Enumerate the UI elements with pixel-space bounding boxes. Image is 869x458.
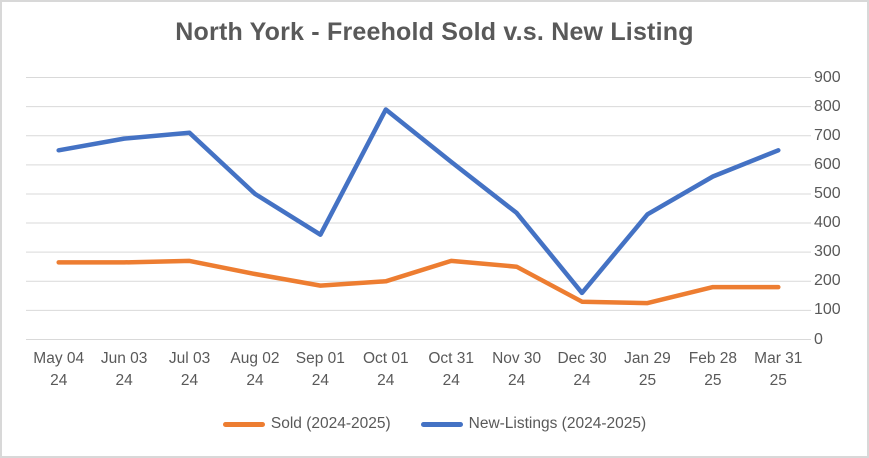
x-tick-line1: Dec 30 [557, 350, 607, 367]
y-axis-tick-label: 800 [814, 97, 841, 115]
x-tick-line2: 24 [50, 372, 68, 389]
legend-item: Sold (2024-2025) [222, 415, 391, 433]
x-tick-line2: 24 [508, 372, 526, 389]
x-tick-line1: Jan 29 [624, 350, 671, 367]
x-tick-line1: Jul 03 [168, 350, 211, 367]
x-axis-tick-label: Aug 02 24 [213, 348, 297, 392]
x-tick-line2: 24 [115, 372, 133, 389]
x-axis-tick-label: Feb 28 25 [671, 348, 755, 392]
y-axis-tick-label: 700 [814, 126, 841, 144]
x-tick-line1: Sep 01 [295, 350, 345, 367]
x-axis-tick-label: Jul 03 24 [148, 348, 232, 392]
x-axis-tick-label: May 04 24 [17, 348, 101, 392]
x-tick-line1: Aug 02 [230, 350, 280, 367]
x-tick-line1: Jun 03 [100, 350, 148, 367]
series-line-sold-2024-2025- [56, 258, 781, 306]
legend-item: New-Listings (2024-2025) [420, 415, 647, 433]
chart-title: North York - Freehold Sold v.s. New List… [175, 18, 694, 46]
x-tick-line1: Oct 01 [362, 350, 409, 367]
x-axis-tick-label: Mar 31 25 [736, 348, 820, 392]
legend-label: New-Listings (2024-2025) [468, 415, 647, 432]
x-tick-line2: 24 [442, 372, 460, 389]
x-axis-tick-label: Jun 03 24 [82, 348, 166, 392]
y-axis-tick-label: 200 [814, 272, 841, 290]
legend-line-swatch [420, 421, 463, 427]
legend: Sold (2024-2025) New-Listings (2024-2025) [2, 415, 867, 433]
y-axis-tick-label: 400 [814, 214, 841, 232]
y-axis-tick-label: 600 [814, 155, 841, 173]
x-tick-line2: 24 [180, 372, 199, 389]
x-tick-line2: 24 [377, 372, 395, 389]
y-axis-tick-label: 500 [814, 184, 841, 202]
y-axis-tick-label: 300 [814, 243, 841, 261]
x-tick-line1: Feb 28 [688, 350, 737, 367]
x-tick-line2: 24 [311, 372, 329, 389]
x-axis-tick-label: Oct 01 24 [344, 348, 428, 392]
y-axis-tick-label: 100 [814, 301, 841, 319]
x-tick-line2: 25 [638, 372, 657, 389]
y-axis-tick-label: 0 [814, 330, 823, 348]
x-tick-line2: 24 [573, 372, 591, 389]
x-axis-tick-label: Oct 31 24 [409, 348, 493, 392]
x-tick-line2: 25 [769, 372, 787, 389]
x-axis-tick-label: Jan 29 25 [605, 348, 689, 392]
x-tick-line1: Oct 31 [428, 350, 475, 367]
y-axis-tick-label: 900 [814, 68, 841, 86]
x-tick-line1: Mar 31 [754, 350, 803, 367]
x-tick-line2: 25 [704, 372, 722, 389]
legend-label: Sold (2024-2025) [270, 415, 391, 432]
series-line-new-listings-2024-2025- [56, 107, 781, 296]
x-axis-tick-label: Sep 01 24 [278, 348, 362, 392]
x-tick-line1: May 04 [33, 350, 85, 367]
x-axis-tick-label: Nov 30 24 [475, 348, 559, 392]
x-tick-line2: 24 [246, 372, 264, 389]
legend-line-swatch [222, 421, 265, 427]
x-axis-tick-label: Dec 30 24 [540, 348, 624, 392]
x-tick-line1: Nov 30 [492, 350, 542, 367]
